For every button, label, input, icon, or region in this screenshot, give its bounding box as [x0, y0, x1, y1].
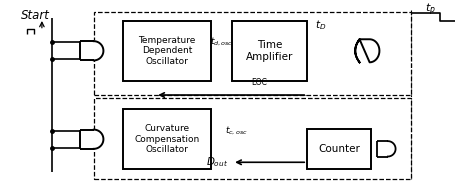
Bar — [307, 129, 371, 169]
Text: $D_{out}$: $D_{out}$ — [206, 155, 228, 169]
Text: Counter: Counter — [318, 144, 360, 154]
Text: EOC: EOC — [251, 78, 267, 87]
Bar — [123, 21, 211, 81]
Bar — [123, 109, 211, 169]
Text: $t_D$: $t_D$ — [315, 18, 326, 32]
Text: Time
Amplifier: Time Amplifier — [246, 40, 293, 62]
Bar — [232, 21, 307, 81]
Text: $t_{c,osc}$: $t_{c,osc}$ — [225, 124, 247, 137]
Polygon shape — [377, 141, 396, 157]
Text: Start: Start — [21, 9, 50, 22]
Polygon shape — [355, 39, 379, 62]
Polygon shape — [81, 130, 103, 149]
Polygon shape — [81, 41, 103, 60]
Text: $t_{d,osc}$: $t_{d,osc}$ — [210, 36, 233, 48]
Bar — [94, 12, 411, 95]
Text: $t_p$: $t_p$ — [425, 1, 436, 18]
Text: Curvature
Compensation
Oscillator: Curvature Compensation Oscillator — [134, 124, 200, 154]
Bar — [94, 98, 411, 179]
Text: Temperature
Dependent
Oscillator: Temperature Dependent Oscillator — [138, 36, 196, 66]
